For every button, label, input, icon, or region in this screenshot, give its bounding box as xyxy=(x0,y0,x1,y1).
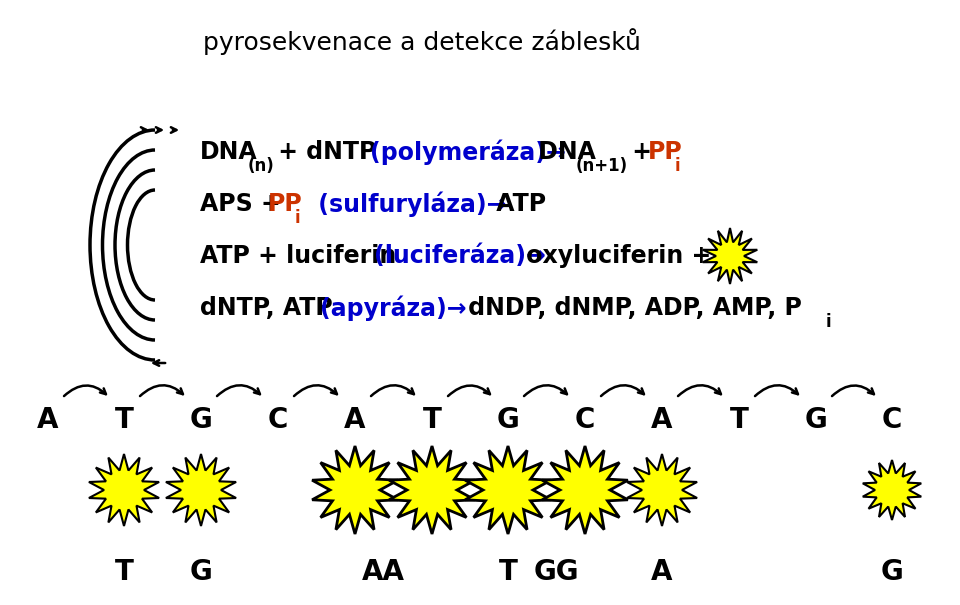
Text: G: G xyxy=(804,406,828,434)
Text: (sulfuryláza)→: (sulfuryláza)→ xyxy=(310,191,506,217)
Text: C: C xyxy=(882,406,902,434)
Text: ATP: ATP xyxy=(488,192,546,216)
Polygon shape xyxy=(166,454,236,526)
Text: (n+1): (n+1) xyxy=(576,157,628,175)
Text: T: T xyxy=(422,406,442,434)
Polygon shape xyxy=(542,446,628,534)
Text: (polymeráza)→: (polymeráza)→ xyxy=(370,139,565,165)
Text: DNA: DNA xyxy=(200,140,257,164)
Text: T: T xyxy=(114,558,133,586)
Polygon shape xyxy=(89,454,159,526)
Text: G: G xyxy=(496,406,519,434)
Text: G: G xyxy=(190,406,212,434)
Text: ATP + luciferin: ATP + luciferin xyxy=(200,244,404,268)
Text: APS +: APS + xyxy=(200,192,289,216)
Polygon shape xyxy=(312,446,397,534)
Text: C: C xyxy=(268,406,288,434)
Text: pyrosekvenace a detekce záblesků: pyrosekvenace a detekce záblesků xyxy=(204,28,641,55)
Text: AA: AA xyxy=(362,558,404,586)
Text: C: C xyxy=(575,406,595,434)
Text: DNA: DNA xyxy=(530,140,596,164)
Text: T: T xyxy=(730,406,749,434)
Text: G: G xyxy=(190,558,212,586)
Polygon shape xyxy=(703,228,757,284)
Text: dNTP, ATP: dNTP, ATP xyxy=(200,296,341,320)
Text: A: A xyxy=(37,406,59,434)
Polygon shape xyxy=(863,460,922,520)
Text: A: A xyxy=(345,406,366,434)
Polygon shape xyxy=(389,446,475,534)
Text: T: T xyxy=(498,558,517,586)
Text: i: i xyxy=(826,313,831,331)
Text: (luciferáza)→: (luciferáza)→ xyxy=(374,244,545,268)
Text: + dNTP: + dNTP xyxy=(270,140,385,164)
Polygon shape xyxy=(627,454,697,526)
Text: A: A xyxy=(651,406,673,434)
Text: (n): (n) xyxy=(248,157,275,175)
Text: (apyráza)→: (apyráza)→ xyxy=(320,295,467,321)
Text: GG: GG xyxy=(533,558,579,586)
Text: PP: PP xyxy=(648,140,683,164)
Polygon shape xyxy=(465,446,551,534)
Text: G: G xyxy=(880,558,903,586)
Text: +: + xyxy=(624,140,660,164)
Text: T: T xyxy=(114,406,133,434)
Text: A: A xyxy=(651,558,673,586)
Text: dNDP, dNMP, ADP, AMP, P: dNDP, dNMP, ADP, AMP, P xyxy=(460,296,802,320)
Text: oxyluciferin +: oxyluciferin + xyxy=(518,244,719,268)
Text: PP: PP xyxy=(268,192,302,216)
Text: i: i xyxy=(675,157,681,175)
Text: i: i xyxy=(295,209,300,227)
